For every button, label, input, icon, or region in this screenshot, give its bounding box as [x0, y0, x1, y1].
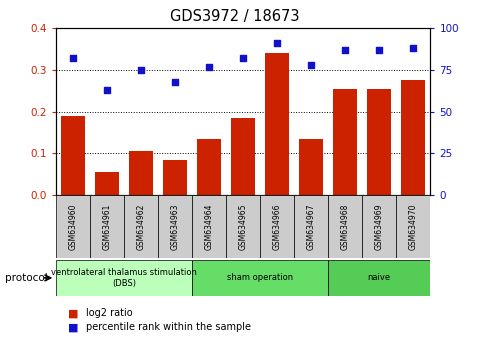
Bar	[90, 195, 124, 258]
Bar	[163, 160, 187, 195]
Bar	[395, 195, 429, 258]
Point	[137, 67, 145, 73]
Text: GSM634960: GSM634960	[69, 203, 78, 250]
Bar	[327, 195, 362, 258]
Point	[103, 87, 111, 93]
Text: naive: naive	[367, 273, 390, 282]
Bar	[158, 195, 192, 258]
Bar	[95, 172, 119, 195]
Text: log2 ratio: log2 ratio	[85, 308, 132, 318]
Bar	[61, 116, 85, 195]
Text: GSM634968: GSM634968	[340, 203, 349, 250]
Bar	[129, 151, 153, 195]
Bar	[366, 88, 390, 195]
Text: sham operation: sham operation	[227, 273, 293, 282]
Point	[69, 56, 77, 61]
Point	[307, 62, 315, 68]
Text: GSM634969: GSM634969	[374, 203, 383, 250]
Bar	[197, 139, 221, 195]
Point	[205, 64, 213, 69]
Point	[375, 47, 383, 53]
Text: ■: ■	[68, 322, 79, 332]
Bar	[192, 260, 327, 296]
Point	[341, 47, 348, 53]
Text: protocol: protocol	[5, 273, 47, 283]
Bar	[294, 195, 327, 258]
Text: GSM634967: GSM634967	[306, 203, 315, 250]
Bar	[56, 195, 90, 258]
Point	[273, 40, 281, 46]
Bar	[401, 80, 425, 195]
Text: ■: ■	[68, 308, 79, 318]
Text: GSM634963: GSM634963	[170, 203, 180, 250]
Point	[408, 45, 416, 51]
Point	[171, 79, 179, 84]
Text: GSM634970: GSM634970	[408, 203, 417, 250]
Bar	[362, 195, 395, 258]
Bar	[260, 195, 294, 258]
Bar	[124, 195, 158, 258]
Bar	[231, 118, 255, 195]
Text: ventrolateral thalamus stimulation
(DBS): ventrolateral thalamus stimulation (DBS)	[51, 268, 197, 287]
Bar	[226, 195, 260, 258]
Text: GSM634966: GSM634966	[272, 203, 281, 250]
Text: GSM634964: GSM634964	[204, 203, 213, 250]
Text: percentile rank within the sample: percentile rank within the sample	[85, 322, 250, 332]
Bar	[192, 195, 226, 258]
Text: GDS3972 / 18673: GDS3972 / 18673	[170, 9, 299, 24]
Bar	[333, 88, 356, 195]
Text: GSM634965: GSM634965	[238, 203, 247, 250]
Bar	[56, 260, 192, 296]
Text: GSM634962: GSM634962	[137, 203, 145, 250]
Text: GSM634961: GSM634961	[102, 203, 112, 250]
Bar	[299, 138, 323, 195]
Bar	[327, 260, 429, 296]
Point	[239, 56, 246, 61]
Bar	[265, 53, 288, 195]
